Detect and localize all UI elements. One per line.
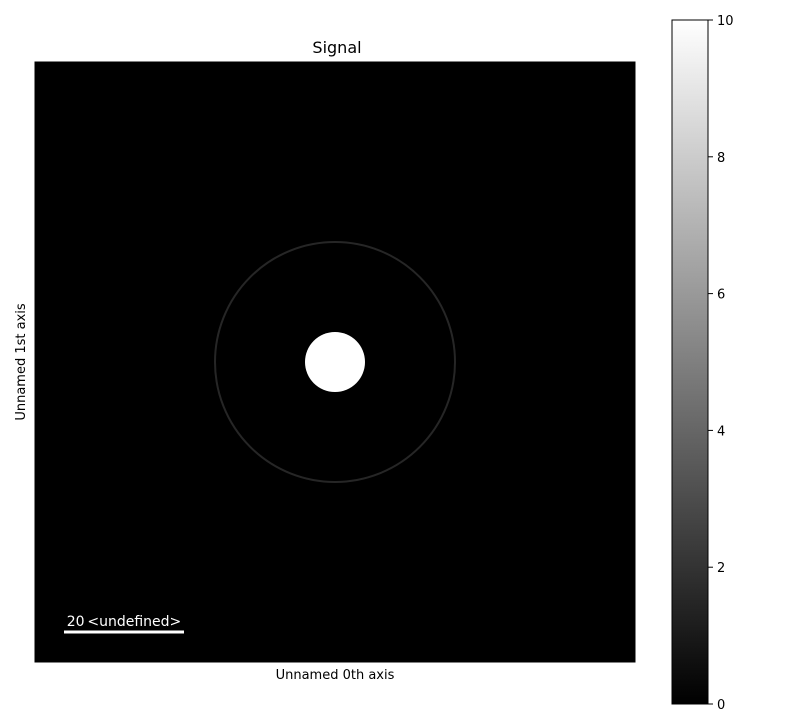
- colorbar-ticks: 0 2 4 6 8 10: [708, 14, 734, 713]
- colorbar-tick-label: 2: [717, 561, 725, 576]
- x-axis-label: Unnamed 0th axis: [276, 668, 395, 683]
- image-frame: [34, 61, 636, 663]
- colorbar: 0 2 4 6 8 10: [671, 14, 734, 713]
- outer-ring: [214, 241, 456, 483]
- colorbar-tick-label: 0: [717, 698, 725, 713]
- colorbar-tick-label: 6: [717, 288, 725, 303]
- colorbar-gradient: [671, 19, 709, 705]
- colorbar-tick-label: 10: [717, 14, 734, 29]
- chart-title: Signal: [312, 38, 361, 57]
- colorbar-tick-label: 4: [717, 424, 725, 439]
- scalebar-label: 20 <undefined>: [67, 614, 182, 630]
- colorbar-tick-label: 8: [717, 151, 725, 166]
- central-disk: [305, 332, 365, 392]
- image-features: [214, 241, 456, 483]
- y-axis-label: Unnamed 1st axis: [14, 303, 29, 421]
- image-area: [34, 61, 636, 663]
